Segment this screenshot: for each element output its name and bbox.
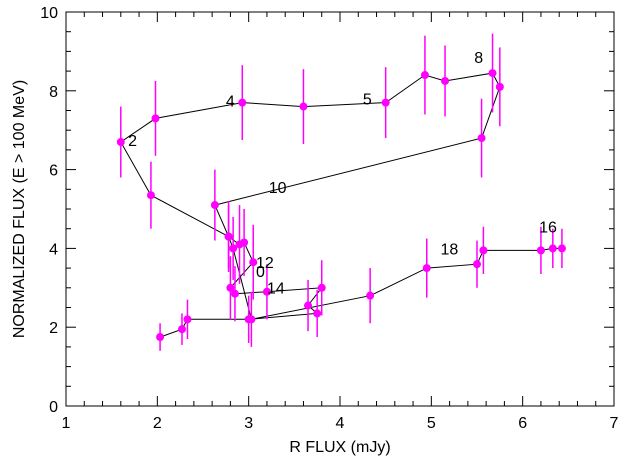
y-tick-label: 2 [49,320,58,337]
series-line [120,72,562,338]
data-points [116,69,566,342]
point-label: 14 [267,281,285,298]
y-tick-label: 10 [40,5,58,22]
x-tick-labels: 1 2 3 4 5 6 7 [62,415,619,432]
y-tick-label: 0 [49,399,58,416]
point-label: 12 [256,255,274,272]
data-point [304,301,313,310]
x-axis-label: R FLUX (mJy) [289,439,390,456]
data-point [477,134,486,143]
data-point [238,98,247,107]
data-point [156,333,165,342]
point-label: 4 [226,94,235,111]
data-point [317,283,326,292]
point-label: 16 [539,220,557,237]
data-point [473,260,481,269]
data-point [313,309,322,318]
y-tick-label: 8 [49,84,58,101]
data-point [224,232,233,241]
point-label: 2 [128,133,137,150]
error-bars [120,33,563,351]
x-tick-label: 7 [610,415,619,432]
point-label: 18 [440,241,458,258]
y-tick-label: 6 [49,163,58,180]
x-tick-label: 1 [62,415,71,432]
data-point [151,114,160,123]
data-point [479,246,488,255]
data-point [210,201,219,210]
data-point [247,315,256,324]
data-point [441,76,450,85]
data-point [381,98,390,107]
data-point [230,289,239,298]
data-point [249,258,258,267]
data-point [299,102,308,111]
data-point [422,264,431,273]
data-point [226,283,235,292]
x-tick-label: 6 [518,415,527,432]
point-label: 5 [363,92,372,109]
data-point [146,191,155,200]
data-point [495,82,504,91]
point-label: 0 [256,264,265,281]
data-point [235,240,244,249]
point-label: 8 [474,50,483,67]
plot-frame [65,11,615,407]
point-label: 10 [269,180,287,197]
data-point [488,69,497,78]
data-point [420,71,429,80]
data-point [536,246,545,255]
data-point [229,244,238,253]
point-annotations: 0 2 4 5 8 10 12 14 16 18 [128,50,557,297]
x-tick-label: 5 [427,415,436,432]
axis-ticks [65,11,615,407]
y-tick-label: 4 [49,241,58,258]
x-tick-label: 2 [153,415,162,432]
data-point [116,138,125,147]
data-point [557,244,566,253]
x-tick-label: 3 [244,415,253,432]
data-point [183,315,192,324]
data-point [366,291,375,300]
y-axis-label: NORMALIZED FLUX (E > 100 MeV) [11,80,28,338]
data-point [548,244,557,253]
x-tick-label: 4 [336,415,345,432]
y-tick-labels: 0 2 4 6 8 10 [40,5,58,416]
data-point [177,325,186,334]
data-point [262,287,271,296]
